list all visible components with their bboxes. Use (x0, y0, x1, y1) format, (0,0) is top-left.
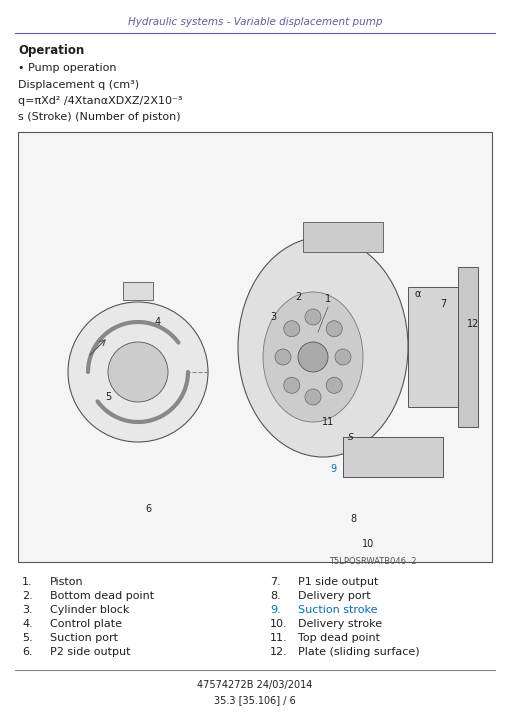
Circle shape (334, 349, 350, 365)
Text: 6: 6 (145, 504, 151, 514)
Text: 4.: 4. (22, 619, 33, 629)
Text: 35.3 [35.106] / 6: 35.3 [35.106] / 6 (214, 695, 295, 705)
Bar (18, 132, 491, 562)
Text: 11: 11 (321, 417, 333, 427)
Circle shape (274, 349, 291, 365)
Text: T5LPOSRWATB046  2: T5LPOSRWATB046 2 (329, 558, 416, 566)
Ellipse shape (238, 237, 407, 457)
Circle shape (68, 302, 208, 442)
Text: Operation: Operation (18, 44, 84, 56)
Text: 2: 2 (294, 292, 300, 302)
Text: 8: 8 (349, 514, 355, 524)
Text: Cylinder block: Cylinder block (50, 605, 129, 615)
Text: Top dead point: Top dead point (297, 633, 379, 643)
Text: • Pump operation: • Pump operation (18, 63, 116, 73)
Bar (457, 267, 477, 427)
Text: s (Stroke) (Number of piston): s (Stroke) (Number of piston) (18, 112, 180, 122)
Text: 12: 12 (466, 319, 478, 329)
Circle shape (297, 342, 327, 372)
Ellipse shape (263, 292, 362, 422)
Text: Plate (sliding surface): Plate (sliding surface) (297, 647, 419, 657)
Text: 7.: 7. (269, 577, 280, 587)
Bar (123, 282, 153, 300)
Text: 47574272B 24/03/2014: 47574272B 24/03/2014 (197, 680, 312, 690)
Text: P2 side output: P2 side output (50, 647, 130, 657)
Circle shape (283, 321, 299, 337)
Text: P1 side output: P1 side output (297, 577, 378, 587)
Bar (407, 287, 457, 407)
Text: 4: 4 (155, 317, 161, 327)
Text: Control plate: Control plate (50, 619, 122, 629)
Text: 3.: 3. (22, 605, 33, 615)
Circle shape (326, 378, 342, 393)
Text: 7: 7 (439, 299, 445, 309)
Text: 5: 5 (105, 392, 111, 402)
Text: Delivery stroke: Delivery stroke (297, 619, 381, 629)
Text: 11.: 11. (269, 633, 287, 643)
Circle shape (304, 389, 320, 405)
Text: Bottom dead point: Bottom dead point (50, 591, 154, 601)
Text: 1.: 1. (22, 577, 33, 587)
Text: 10: 10 (361, 539, 374, 549)
Text: 9: 9 (329, 464, 335, 474)
Text: 8.: 8. (269, 591, 280, 601)
Circle shape (326, 321, 342, 337)
Text: 9.: 9. (269, 605, 280, 615)
Text: 10.: 10. (269, 619, 287, 629)
Text: Suction port: Suction port (50, 633, 118, 643)
Text: 6.: 6. (22, 647, 33, 657)
Text: 1: 1 (324, 294, 330, 304)
Text: Suction stroke: Suction stroke (297, 605, 377, 615)
Text: α: α (414, 289, 420, 299)
Text: 12.: 12. (269, 647, 287, 657)
Text: 3: 3 (269, 312, 275, 322)
Text: 5.: 5. (22, 633, 33, 643)
Text: Piston: Piston (50, 577, 83, 587)
Circle shape (108, 342, 167, 402)
Text: Displacement q (cm³): Displacement q (cm³) (18, 80, 139, 90)
Text: 2.: 2. (22, 591, 33, 601)
Text: q=πXd² /4XtanαXDXZ/2X10⁻³: q=πXd² /4XtanαXDXZ/2X10⁻³ (18, 96, 182, 106)
Text: Hydraulic systems - Variable displacement pump: Hydraulic systems - Variable displacemen… (127, 17, 382, 27)
Circle shape (304, 309, 320, 325)
Bar (302, 222, 382, 252)
Text: Delivery port: Delivery port (297, 591, 370, 601)
Text: S: S (348, 433, 353, 442)
Bar (343, 437, 442, 477)
Circle shape (283, 378, 299, 393)
